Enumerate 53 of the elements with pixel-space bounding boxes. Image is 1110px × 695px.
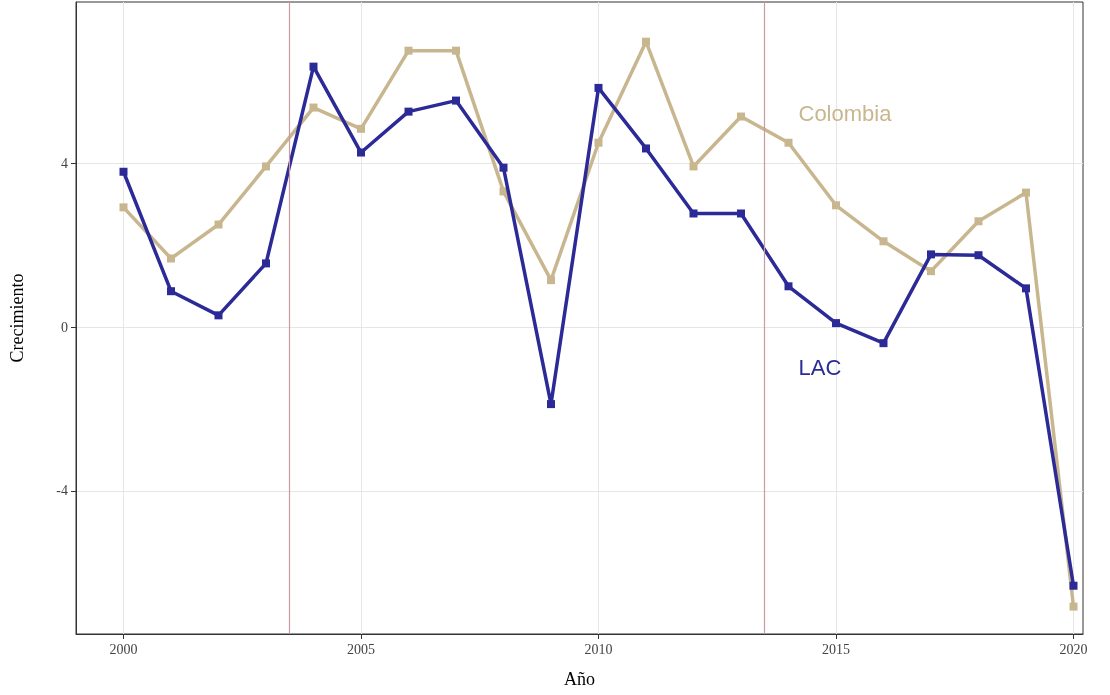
point <box>784 282 793 291</box>
point <box>214 311 223 320</box>
series-label: Colombia <box>798 101 893 127</box>
point <box>832 201 840 210</box>
point <box>547 276 555 285</box>
y-tick-label: 0 <box>61 319 68 335</box>
point <box>357 124 365 133</box>
point <box>167 254 175 263</box>
point <box>404 107 413 116</box>
point <box>594 138 603 147</box>
point <box>452 46 460 55</box>
point <box>927 267 935 276</box>
x-tick-label: 2015 <box>822 641 850 657</box>
point <box>214 220 223 229</box>
point <box>879 237 888 246</box>
y-axis-title: Crecimiento <box>7 273 27 363</box>
point <box>119 203 128 212</box>
x-tick-label: 2005 <box>347 641 375 657</box>
point <box>642 37 650 46</box>
point <box>404 46 413 55</box>
y-tick-label: -4 <box>56 483 68 499</box>
x-tick-label: 2020 <box>1059 641 1088 657</box>
x-tick-label: 2010 <box>584 641 613 657</box>
point <box>262 162 270 171</box>
point <box>1022 188 1030 197</box>
point <box>784 138 793 147</box>
point <box>1069 581 1078 590</box>
y-tick-label: 4 <box>61 156 68 172</box>
point <box>689 209 698 218</box>
series-label: LAC <box>798 354 842 380</box>
point <box>119 167 128 176</box>
point <box>167 287 175 296</box>
point <box>547 400 555 409</box>
point <box>1069 602 1078 611</box>
point <box>737 209 745 218</box>
point <box>309 62 318 71</box>
point <box>974 217 983 226</box>
point <box>689 162 698 171</box>
point <box>927 250 935 259</box>
point <box>879 339 888 348</box>
point <box>1022 284 1030 293</box>
x-axis-title: Año <box>564 669 595 689</box>
point <box>832 319 840 328</box>
point <box>594 83 603 92</box>
point <box>262 259 270 268</box>
point <box>642 144 650 153</box>
point <box>974 251 983 260</box>
point <box>737 112 745 121</box>
point <box>309 103 318 112</box>
point <box>452 96 460 105</box>
x-tick-label: 2000 <box>109 641 138 657</box>
point <box>357 148 365 157</box>
point <box>499 163 508 172</box>
